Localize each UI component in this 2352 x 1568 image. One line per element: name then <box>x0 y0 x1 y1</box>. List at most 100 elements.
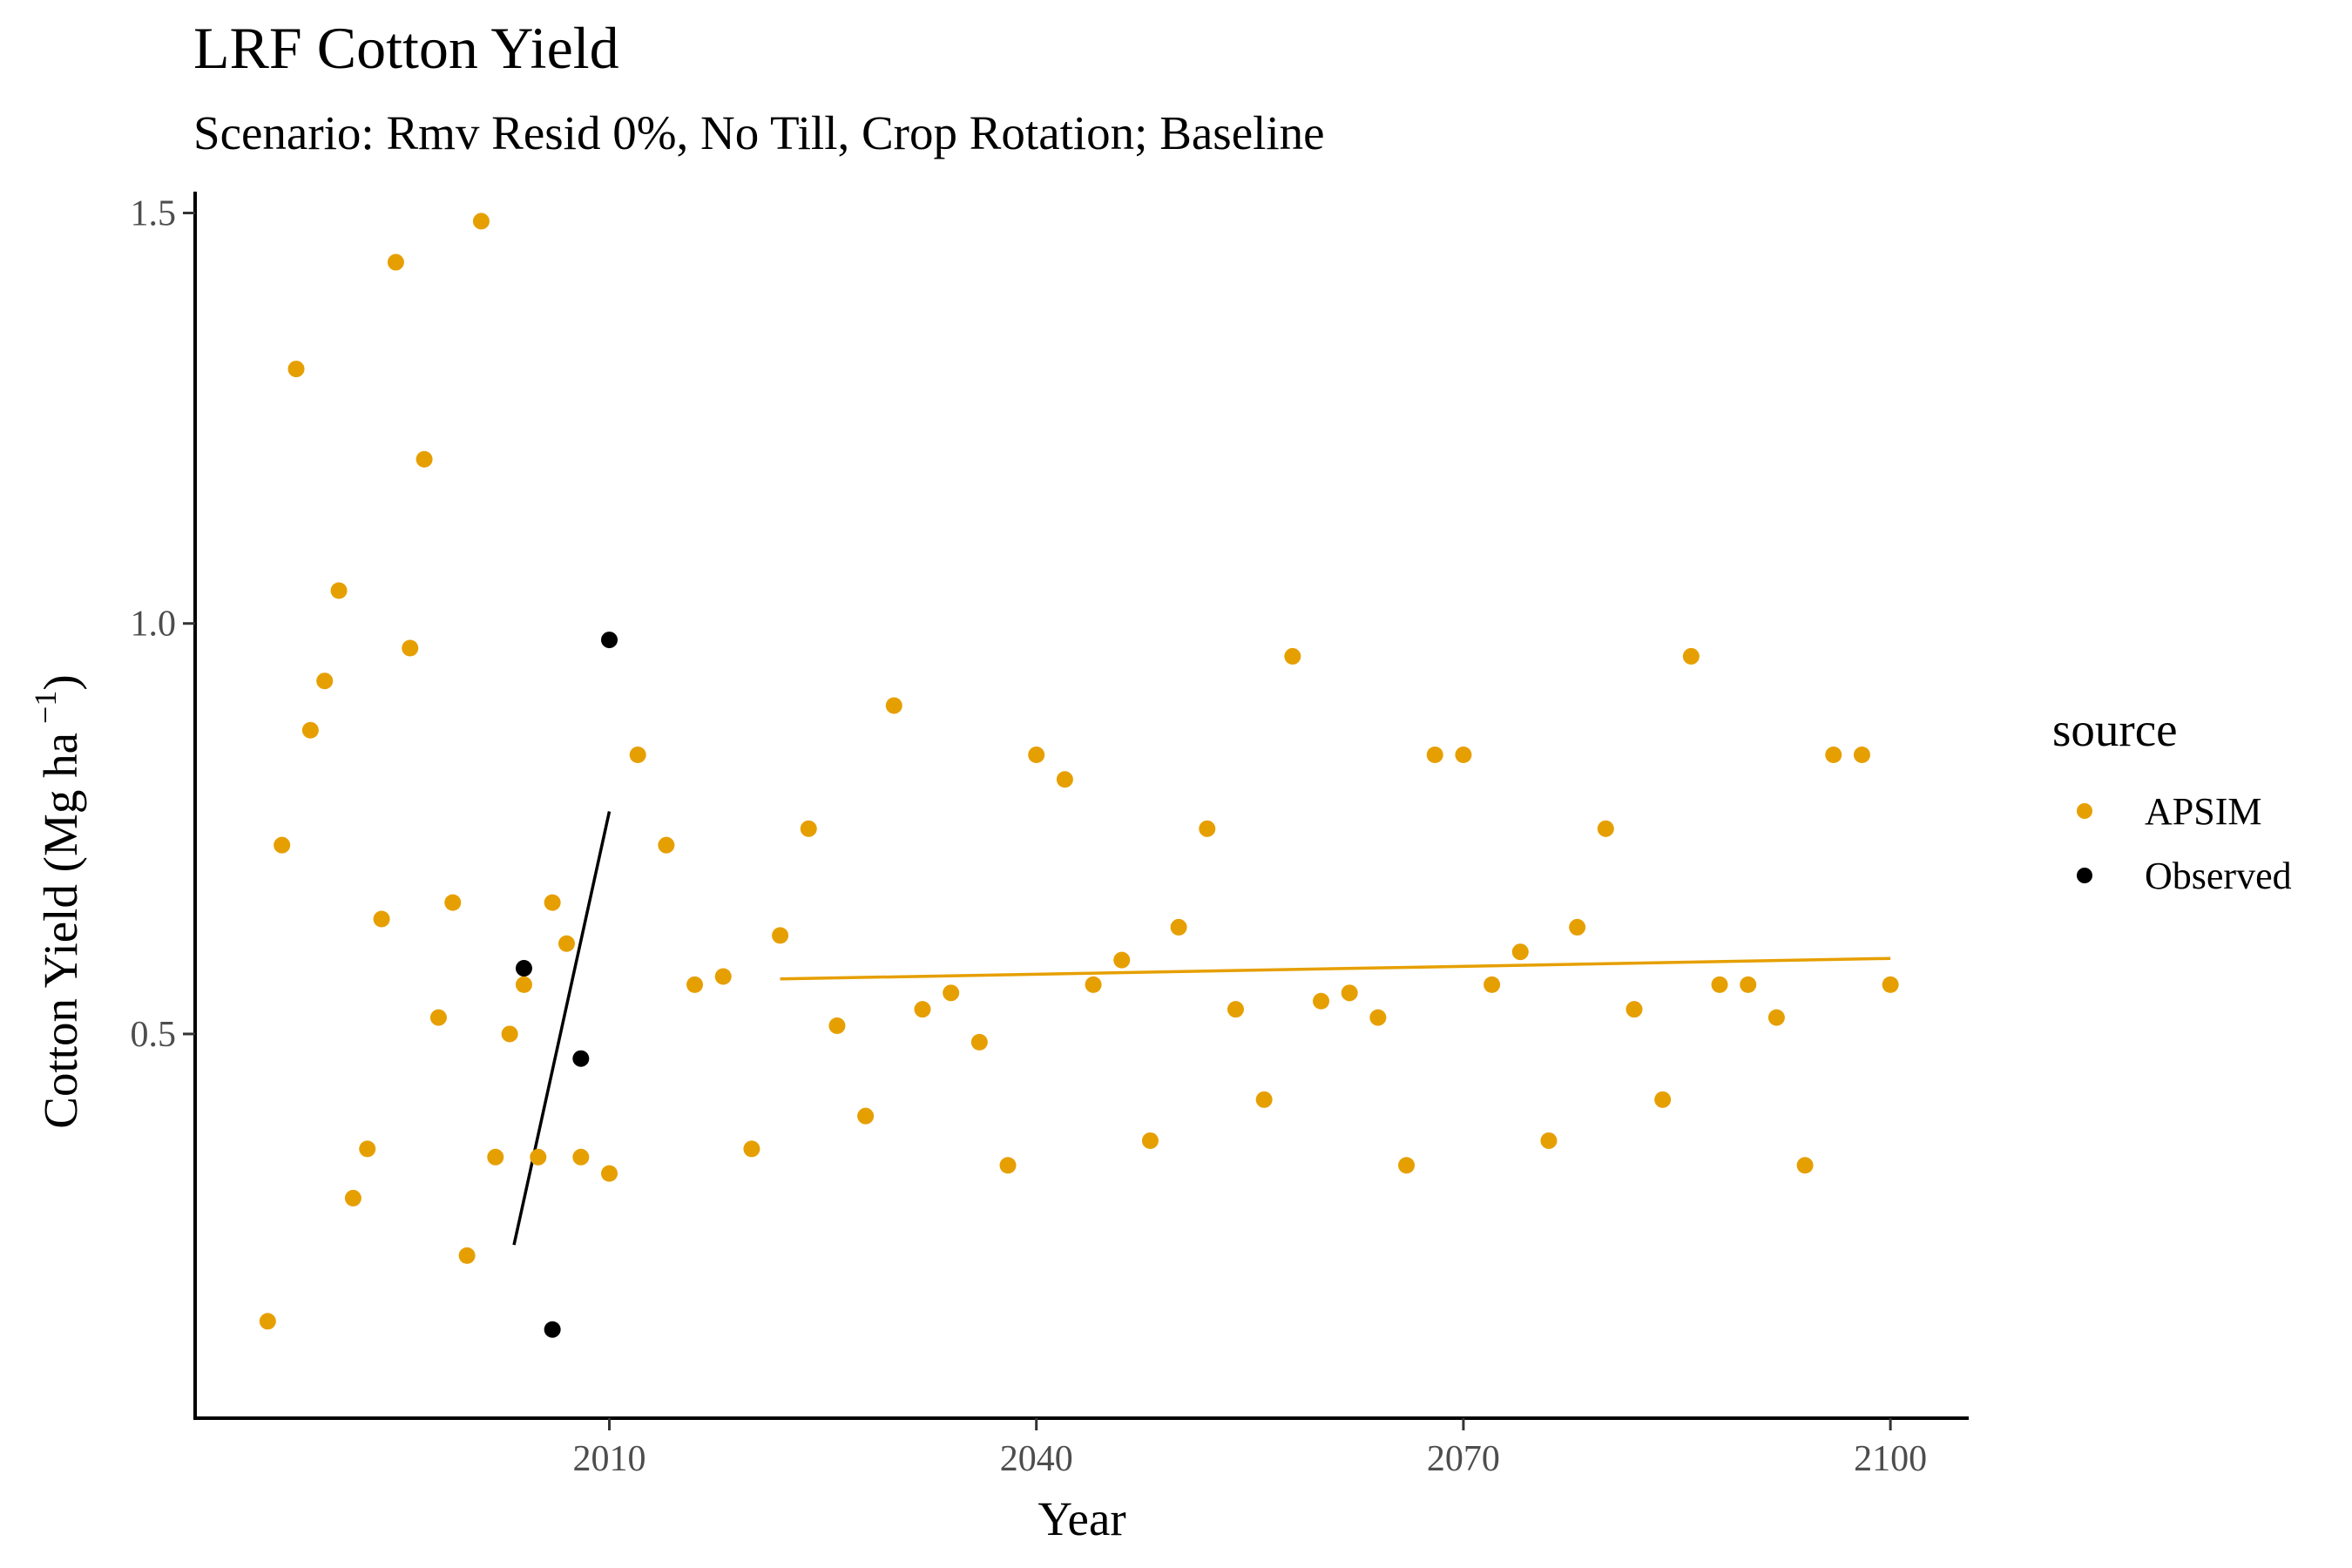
data-point-apsim <box>772 927 789 944</box>
data-point-apsim <box>1313 992 1330 1010</box>
data-point-apsim <box>359 1140 376 1158</box>
data-point-apsim <box>1597 820 1614 837</box>
data-point-observed <box>544 1321 561 1338</box>
chart-subtitle: Scenario: Rmv Resid 0%, No Till, Crop Ro… <box>193 106 1325 159</box>
legend-key-apsim <box>2077 803 2092 819</box>
data-point-apsim <box>601 1165 618 1182</box>
data-point-apsim <box>1825 747 1842 764</box>
data-point-apsim <box>1654 1091 1672 1108</box>
data-point-apsim <box>1569 918 1586 936</box>
data-point-apsim <box>1767 1009 1785 1026</box>
data-point-apsim <box>658 836 675 854</box>
data-point-apsim <box>316 672 334 690</box>
data-point-apsim <box>416 450 433 468</box>
data-point-apsim <box>885 697 902 714</box>
data-point-observed <box>515 960 532 977</box>
legend-item-observed: Observed <box>2077 855 2292 897</box>
x-axis-ticks: 2010 2040 2070 2100 <box>573 1418 1927 1479</box>
y-axis-title-superscript: −1 <box>28 691 63 724</box>
data-point-apsim <box>1426 747 1443 764</box>
series-observed <box>515 632 618 1338</box>
y-tick-label: 1.0 <box>131 605 177 645</box>
data-point-apsim <box>857 1107 875 1125</box>
y-axis-title: Cotton Yield (Mg ha −1) <box>28 674 87 1128</box>
legend-item-apsim: APSIM <box>2077 790 2262 833</box>
data-point-apsim <box>429 1009 447 1026</box>
data-point-apsim <box>999 1157 1017 1174</box>
chart-title: LRF Cotton Yield <box>193 15 619 81</box>
data-point-apsim <box>487 1148 504 1166</box>
data-point-apsim <box>1369 1009 1387 1026</box>
data-point-apsim <box>1398 1157 1416 1174</box>
data-point-apsim <box>444 894 462 911</box>
data-point-apsim <box>1511 943 1529 961</box>
data-point-apsim <box>1141 1132 1159 1149</box>
data-point-apsim <box>530 1148 547 1166</box>
data-point-apsim <box>544 894 561 911</box>
data-point-apsim <box>472 213 490 230</box>
data-point-apsim <box>515 976 532 993</box>
data-point-apsim <box>1484 976 1501 993</box>
data-point-apsim <box>743 1140 760 1158</box>
legend: source APSIM Observed <box>2052 703 2292 897</box>
series-apsim <box>259 213 1899 1330</box>
data-point-apsim <box>970 1033 988 1051</box>
data-point-apsim <box>572 1148 590 1166</box>
data-point-apsim <box>914 1001 931 1018</box>
data-point-apsim <box>800 820 817 837</box>
trend-line-apsim <box>780 956 1891 981</box>
data-point-apsim <box>1028 747 1045 764</box>
trend-line-observed <box>512 811 612 1246</box>
data-point-apsim <box>458 1247 476 1264</box>
data-point-observed <box>601 632 618 649</box>
data-point-apsim <box>344 1189 362 1206</box>
data-point-apsim <box>1853 747 1870 764</box>
data-point-apsim <box>1711 976 1728 993</box>
data-point-apsim <box>373 910 390 928</box>
data-point-apsim <box>387 253 404 271</box>
data-point-apsim <box>686 976 704 993</box>
x-tick-label: 2070 <box>1427 1439 1500 1479</box>
data-point-apsim <box>1341 984 1358 1002</box>
legend-key-observed <box>2077 868 2092 883</box>
legend-label-observed: Observed <box>2145 855 2292 897</box>
data-point-apsim <box>1085 976 1102 993</box>
x-axis-title: Year <box>1037 1492 1125 1545</box>
y-axis-title-close: ) <box>34 674 87 690</box>
data-point-apsim <box>301 721 319 739</box>
data-point-apsim <box>402 639 419 657</box>
data-point-apsim <box>501 1025 518 1043</box>
legend-label-apsim: APSIM <box>2145 790 2262 833</box>
data-point-apsim <box>1255 1091 1273 1108</box>
data-point-apsim <box>558 935 575 952</box>
data-point-apsim <box>274 836 291 854</box>
data-point-apsim <box>828 1017 846 1035</box>
data-point-apsim <box>1284 647 1301 665</box>
plot-area <box>259 213 1899 1338</box>
data-point-apsim <box>629 747 646 764</box>
y-tick-label: 1.5 <box>131 194 177 234</box>
data-point-apsim <box>287 361 305 378</box>
y-axis-title-main: Cotton Yield (Mg ha <box>34 733 87 1129</box>
data-point-apsim <box>1740 976 1757 993</box>
y-axis-ticks: 0.5 1.0 1.5 <box>131 194 195 1055</box>
data-point-apsim <box>943 984 960 1002</box>
x-tick-label: 2010 <box>573 1439 646 1479</box>
data-point-apsim <box>1113 951 1131 969</box>
data-point-apsim <box>1227 1001 1244 1018</box>
data-point-apsim <box>1170 918 1187 936</box>
x-tick-label: 2040 <box>1000 1439 1073 1479</box>
data-point-apsim <box>1540 1132 1558 1149</box>
data-point-apsim <box>1455 747 1472 764</box>
data-point-apsim <box>1625 1001 1643 1018</box>
data-point-apsim <box>1796 1157 1814 1174</box>
data-point-apsim <box>1199 820 1216 837</box>
x-tick-label: 2100 <box>1854 1439 1927 1479</box>
legend-title: source <box>2052 703 2178 756</box>
data-point-apsim <box>1682 647 1700 665</box>
data-point-apsim <box>714 968 732 985</box>
data-point-apsim <box>1056 771 1073 788</box>
data-point-apsim <box>259 1313 276 1330</box>
y-tick-label: 0.5 <box>131 1015 177 1055</box>
